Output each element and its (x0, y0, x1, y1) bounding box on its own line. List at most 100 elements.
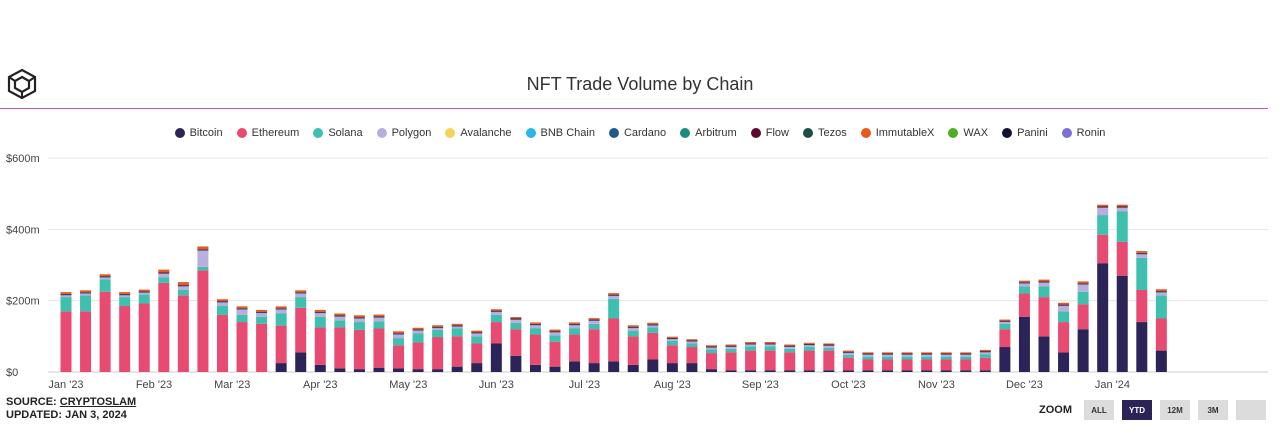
bar-segment-bitcoin (960, 370, 972, 372)
bar-segment-flow (1136, 252, 1148, 254)
legend-swatch (750, 128, 761, 138)
bar-segment-immutablex (1136, 251, 1148, 253)
legend-item-tezos[interactable]: Tezos (802, 127, 847, 139)
legend-swatch (236, 128, 247, 138)
bar-segment-cardano (627, 327, 639, 329)
legend-item-ronin[interactable]: Ronin (1061, 127, 1105, 139)
bar-segment-ethereum (725, 352, 737, 371)
bar-segment-polygon (510, 319, 522, 323)
bar-segment-flow (588, 319, 600, 321)
bar-segment-polygon (177, 286, 189, 290)
bar-segment-immutablex (901, 352, 913, 354)
bar-segment-solana (138, 294, 150, 304)
legend-item-bnb-chain[interactable]: BNB Chain (525, 127, 595, 139)
legend-label: Flow (765, 127, 789, 139)
bar-segment-cardano (510, 319, 522, 320)
bar-segment-flow (549, 330, 561, 332)
bar-segment-polygon (588, 320, 600, 324)
bar-segment-polygon (216, 302, 228, 307)
legend-item-ethereum[interactable]: Ethereum (236, 127, 299, 139)
bar-segment-ethereum (1038, 297, 1050, 337)
bar-segment-solana (823, 347, 835, 351)
bar-segment-cardano (216, 301, 228, 303)
legend-item-flow[interactable]: Flow (750, 127, 789, 139)
bar-segment-immutablex (295, 290, 307, 293)
bar-segment-ethereum (451, 336, 463, 367)
legend-item-polygon[interactable]: Polygon (376, 127, 431, 139)
legend-item-solana[interactable]: Solana (313, 127, 363, 139)
zoom-button-3m[interactable]: 3M (1198, 400, 1228, 420)
bar-segment-flow (119, 293, 131, 295)
bar-segment-solana (256, 316, 268, 324)
legend-item-bitcoin[interactable]: Bitcoin (174, 127, 223, 139)
bar-segment-flow (1116, 206, 1128, 208)
bar-segment-cardano (745, 343, 757, 345)
bar-segment-polygon (842, 353, 854, 355)
bar-segment-ethereum (119, 306, 131, 372)
bar-segment-cardano (373, 317, 385, 318)
bar-segment-ethereum (510, 329, 522, 356)
bar-segment-immutablex (705, 345, 717, 347)
bar-segment-ethereum (901, 359, 913, 371)
source-link[interactable]: CRYPTOSLAM (59, 396, 137, 408)
bar-segment-cardano (666, 338, 678, 340)
zoom-button-ytd[interactable]: YTD (1122, 400, 1152, 420)
bar-segment-bitcoin (1058, 352, 1070, 372)
bar-segment-cardano (686, 340, 698, 342)
bar-segment-solana (334, 320, 346, 328)
legend-item-cardano[interactable]: Cardano (608, 127, 666, 139)
legend-swatch (608, 128, 619, 138)
zoom-button-all[interactable]: ALL (1084, 400, 1114, 420)
bar-segment-immutablex (921, 352, 933, 354)
bar-segment-polygon (334, 316, 346, 321)
bar-segment-immutablex (940, 352, 952, 354)
bar-segment-solana (60, 297, 72, 312)
stacked-bar-chart: $0 $200m $400m $600m Jan '23 Feb '23 Mar '23 Ap… (6, 153, 1268, 391)
bar-segment-immutablex (666, 336, 678, 338)
bar-segment-polygon (353, 318, 365, 323)
bar-segment-solana (569, 328, 581, 335)
legend-item-wax[interactable]: WAX (948, 127, 988, 139)
bar-segment-solana (275, 313, 287, 326)
bar-segment-ethereum (353, 329, 365, 370)
y-tick-label: $400m (6, 224, 40, 236)
bar-segment-flow (353, 317, 365, 318)
legend-item-arbitrum[interactable]: Arbitrum (680, 127, 737, 139)
bar-segment-polygon (940, 354, 952, 357)
bar-segment-flow (608, 294, 620, 296)
bar-segment-ethereum (549, 341, 561, 367)
bar-segment-flow (784, 345, 796, 347)
bar-segment-immutablex (412, 327, 424, 330)
legend-item-immutablex[interactable]: ImmutableX (860, 127, 934, 139)
bar-segment-bitcoin (882, 370, 894, 372)
bar-segment-polygon (784, 347, 796, 349)
bar-segment-flow (158, 272, 170, 274)
bar-segment-immutablex (960, 352, 972, 354)
legend-item-avalanche[interactable]: Avalanche (445, 127, 512, 139)
bar-segment-polygon (999, 322, 1011, 324)
bar-segment-ethereum (412, 342, 424, 370)
bar-segment-polygon (1136, 254, 1148, 258)
bar-segment-polygon (412, 330, 424, 334)
bar-segment-cardano (823, 345, 835, 346)
zoom-button-12m[interactable]: 12M (1160, 400, 1190, 420)
bar-segment-polygon (295, 293, 307, 298)
bar-segment-immutablex (686, 339, 698, 341)
bar-segment-cardano (1097, 207, 1109, 208)
bar-segment-flow (256, 311, 268, 313)
bar-segment-bitcoin (608, 361, 620, 372)
bar-segment-bitcoin (1018, 316, 1030, 372)
bar-segment-ethereum (979, 357, 991, 371)
bar-segment-immutablex (197, 246, 209, 250)
bar-segment-solana (1155, 295, 1167, 319)
bar-segment-ethereum (999, 329, 1011, 348)
bar-segment-polygon (1058, 306, 1070, 312)
bar-segment-flow (236, 308, 248, 309)
bar-segment-polygon (471, 333, 483, 337)
legend-item-panini[interactable]: Panini (1002, 127, 1048, 139)
bar-segment-immutablex (1018, 280, 1030, 283)
bar-segment-ethereum (940, 359, 952, 371)
bar-segment-solana (784, 348, 796, 353)
zoom-button-range[interactable] (1236, 400, 1266, 420)
bar-segment-flow (177, 284, 189, 286)
